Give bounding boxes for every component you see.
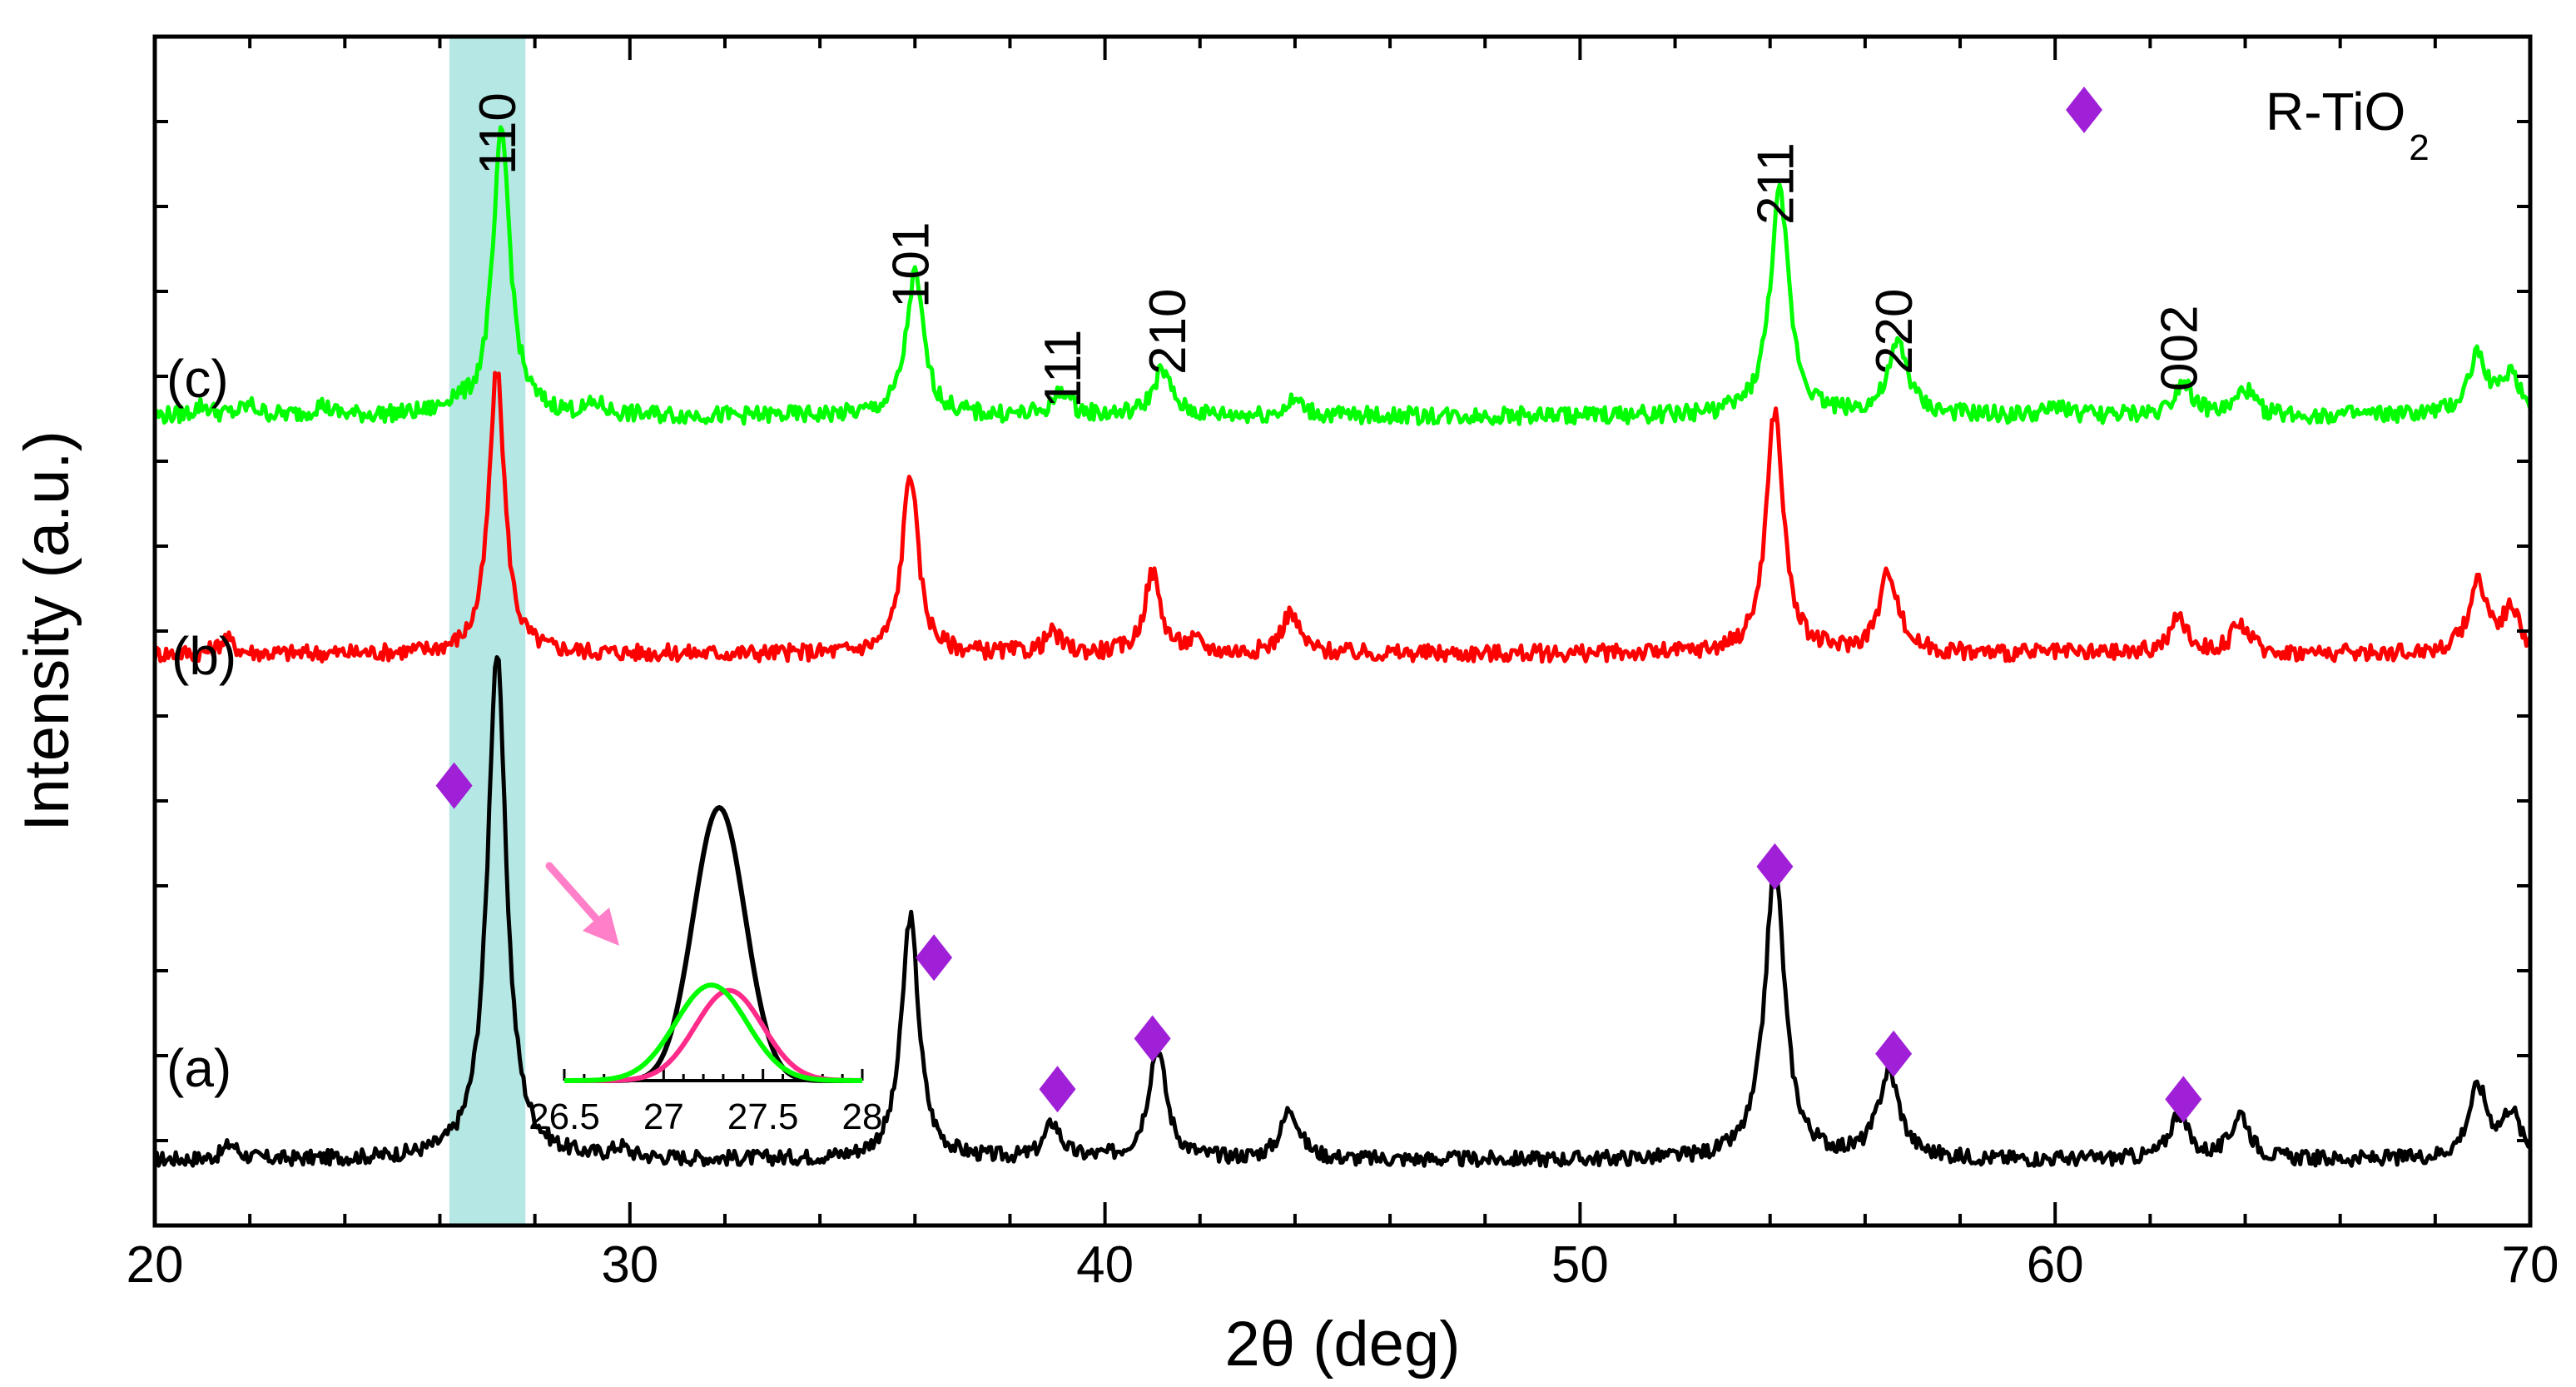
hkl-label-210: 210 (1139, 289, 1197, 375)
arrow-head-icon (583, 907, 619, 946)
hkl-label-002: 002 (2152, 306, 2209, 391)
phase-marker-layer (435, 762, 2202, 1123)
inset-series-line (563, 987, 863, 1083)
x-tick-label: 40 (1076, 1236, 1134, 1294)
x-tick-label: 60 (2027, 1236, 2084, 1294)
diamond-marker-icon (435, 762, 473, 809)
hkl-label-111: 111 (1035, 330, 1092, 408)
y-axis-title: Intensity (a.u.) (12, 430, 82, 832)
x-axis-title: 2θ (deg) (1224, 1309, 1460, 1380)
diamond-marker-icon (1039, 1066, 1076, 1113)
curve-label-layer: (a) (b) (c) (166, 349, 236, 1098)
legend-diamond-icon (2066, 87, 2102, 133)
inset-tick-label: 28 (842, 1096, 883, 1137)
series-layer (152, 125, 2533, 1169)
curve-label: (a) (166, 1038, 231, 1098)
curve-label: (b) (171, 626, 236, 686)
inset-tick-label: 27.5 (727, 1096, 799, 1137)
series-line-b (152, 370, 2533, 664)
highlight-band-layer (449, 37, 526, 1225)
arrow-icon (545, 862, 605, 928)
series-line-c (152, 125, 2533, 426)
hkl-label-layer: 110 101 111 210 211 220 002 (469, 92, 2209, 408)
hkl-label-220: 220 (1866, 289, 1923, 375)
diamond-marker-icon (2165, 1076, 2202, 1123)
diamond-marker-icon (1875, 1030, 1913, 1077)
series-line-a (154, 654, 2532, 1169)
hkl-label-101: 101 (883, 222, 941, 308)
diamond-marker-icon (1756, 843, 1794, 890)
curve-label: (c) (166, 349, 229, 409)
inset-tick-label: 26.5 (529, 1096, 600, 1137)
inset-plot: 26.5 27 27.5 28 (529, 805, 883, 1137)
hkl-label-110: 110 (469, 92, 527, 175)
x-tick-label: 70 (2502, 1236, 2559, 1294)
x-tick-label: 50 (1551, 1236, 1609, 1294)
highlight-band (449, 37, 526, 1225)
inset-series-line (563, 982, 863, 1083)
inset-tick-label: 27 (643, 1096, 684, 1137)
hkl-label-211: 211 (1747, 142, 1804, 225)
diamond-marker-icon (1134, 1015, 1171, 1062)
x-tick-label: 30 (601, 1236, 658, 1294)
inset-series-line (563, 805, 863, 1083)
x-tick-label: 20 (127, 1236, 184, 1294)
axis-tick-layer: 20 30 40 50 60 70 (127, 37, 2559, 1294)
legend-label-subscript: 2 (2409, 127, 2429, 168)
legend-label: R-TiO (2266, 82, 2405, 142)
diamond-marker-icon (916, 934, 953, 982)
